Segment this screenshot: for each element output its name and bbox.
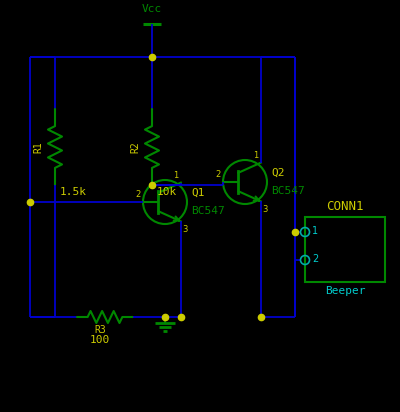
Text: Vcc: Vcc [142, 4, 162, 14]
Text: 2: 2 [216, 170, 221, 179]
Text: 2: 2 [136, 190, 141, 199]
Text: CONN1: CONN1 [326, 200, 364, 213]
Text: Beeper: Beeper [325, 286, 365, 296]
Text: 2: 2 [312, 254, 318, 264]
Text: Q2: Q2 [271, 168, 284, 178]
Text: BC547: BC547 [271, 186, 305, 196]
Text: 1: 1 [312, 226, 318, 236]
Text: R3: R3 [94, 325, 106, 335]
Text: 1: 1 [254, 151, 259, 159]
Text: R1: R1 [33, 141, 43, 153]
Text: 10k: 10k [157, 187, 177, 197]
Text: 3: 3 [262, 205, 267, 214]
Text: 1: 1 [174, 171, 179, 180]
Text: Q1: Q1 [191, 188, 204, 198]
Text: 100: 100 [90, 335, 110, 345]
Text: R2: R2 [130, 141, 140, 153]
Bar [305, 217, 385, 282]
Text: BC547: BC547 [191, 206, 225, 216]
Text: 1.5k: 1.5k [60, 187, 87, 197]
Text: 3: 3 [182, 225, 187, 234]
